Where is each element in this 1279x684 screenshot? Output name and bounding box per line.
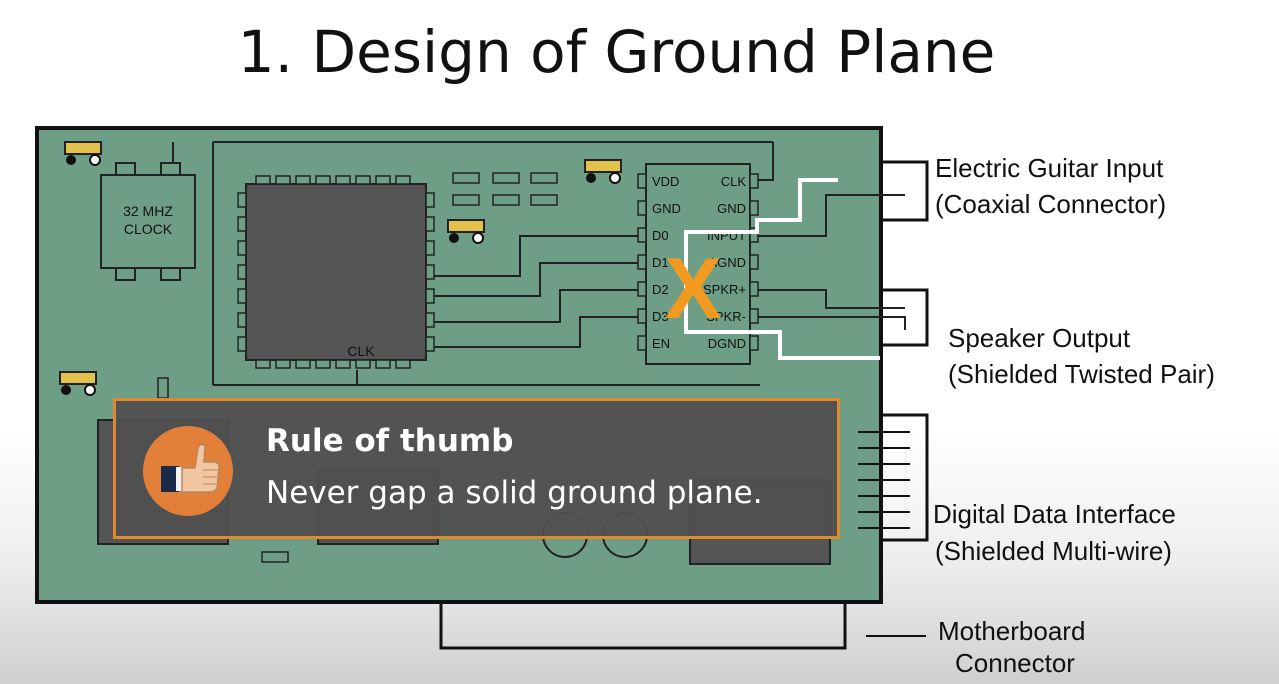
- digital-label-1: Digital Data Interface: [933, 499, 1176, 529]
- ic-pin: [749, 308, 759, 324]
- cpu-pin: [425, 264, 435, 280]
- edge-connectors: [881, 160, 929, 542]
- ic-pin-label-left: D1: [652, 255, 669, 270]
- ic-pin: [637, 227, 647, 243]
- cpu-pin: [237, 240, 247, 256]
- motherboard-label-2: Connector: [955, 648, 1075, 678]
- cpu-pin: [395, 175, 411, 185]
- ic-pin-label-right: CLK: [721, 174, 747, 189]
- board-traces: [172, 141, 906, 386]
- ic-pin: [749, 200, 759, 216]
- ic-pin-label-left: D3: [652, 309, 669, 324]
- ic-pin: [637, 308, 647, 324]
- ic-pin-label-left: VDD: [652, 174, 679, 189]
- cpu-pin: [425, 312, 435, 328]
- cpu-pin: [425, 240, 435, 256]
- guitar-label-1: Electric Guitar Input: [935, 153, 1164, 183]
- cpu-pin: [237, 336, 247, 352]
- cpu-pin: [335, 359, 351, 369]
- cpu-pin: [237, 192, 247, 208]
- digital-label-2: (Shielded Multi-wire): [935, 536, 1172, 566]
- motherboard-label-1: Motherboard: [938, 616, 1085, 646]
- ic-pin: [637, 254, 647, 270]
- motherboard-connector-tab: [439, 598, 847, 650]
- cpu-pin: [237, 216, 247, 232]
- cpu-pin: [425, 288, 435, 304]
- cpu-pin: [355, 175, 371, 185]
- ic-pin-label-right: GND: [717, 201, 746, 216]
- cpu-pin: [425, 192, 435, 208]
- thumbs-up-icon: [143, 426, 233, 516]
- cpu-pin: [237, 312, 247, 328]
- clock-chip: 32 MHZ CLOCK: [100, 162, 196, 281]
- capacitors: [59, 141, 622, 396]
- clock-label-2: CLOCK: [124, 221, 173, 237]
- cpu-pin: [237, 288, 247, 304]
- ic-pin: [637, 281, 647, 297]
- callout-text: Never gap a solid ground plane.: [266, 475, 763, 511]
- cpu-pin: [315, 359, 331, 369]
- speaker-label-2: (Shielded Twisted Pair): [948, 359, 1215, 389]
- resistor-pads: [157, 172, 558, 563]
- cpu-pin: [255, 175, 271, 185]
- cpu-pin: [295, 359, 311, 369]
- ic-pin: [749, 335, 759, 351]
- cpu-pin: [295, 175, 311, 185]
- ic-pin: [637, 173, 647, 189]
- guitar-label-2: (Coaxial Connector): [935, 189, 1166, 219]
- slide-title: 1. Design of Ground Plane: [237, 18, 996, 86]
- speaker-label-1: Speaker Output: [948, 323, 1131, 353]
- ic-pin-label-left: EN: [652, 336, 670, 351]
- clock-label-1: 32 MHZ: [123, 203, 173, 219]
- cpu-pin: [425, 336, 435, 352]
- cpu-pin: [375, 359, 391, 369]
- cpu-pin: [237, 264, 247, 280]
- cpu-chip: CLK: [237, 175, 435, 369]
- cpu-pin: [255, 359, 271, 369]
- x-mark: X: [664, 241, 721, 337]
- ic-pin-label-left: D0: [652, 228, 669, 243]
- ic-pin-label-right: DGND: [708, 336, 746, 351]
- ic-pin-label-right: SPKR+: [703, 282, 746, 297]
- rule-of-thumb-callout: Rule of thumb Never gap a solid ground p…: [113, 398, 840, 539]
- cpu-pin: [275, 359, 291, 369]
- ic-pin-label-left: D2: [652, 282, 669, 297]
- ic-pin-label-left: GND: [652, 201, 681, 216]
- cpu-clk-label: CLK: [347, 343, 375, 359]
- cpu-pin: [275, 175, 291, 185]
- ic-pin-label-right: SPKR-: [706, 309, 746, 324]
- ic-pin: [749, 173, 759, 189]
- ic-pin: [637, 200, 647, 216]
- cpu-pin: [335, 175, 351, 185]
- connector-pins: [858, 431, 926, 637]
- ground-split-line: [684, 178, 880, 360]
- callout-title: Rule of thumb: [266, 423, 514, 459]
- ic-pin: [749, 281, 759, 297]
- cpu-pin: [395, 359, 411, 369]
- cpu-pin: [375, 175, 391, 185]
- cpu-pin: [355, 359, 371, 369]
- ic-pin: [749, 254, 759, 270]
- ic-pin: [749, 227, 759, 243]
- cpu-pin: [315, 175, 331, 185]
- cpu-pin: [425, 216, 435, 232]
- ic-pin: [637, 335, 647, 351]
- ic-pin-label-right: AGND: [708, 255, 746, 270]
